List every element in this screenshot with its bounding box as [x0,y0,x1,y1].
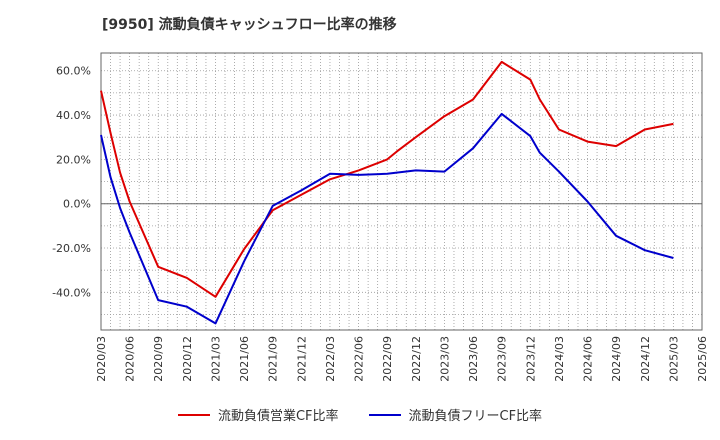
x-tick-label: 2023/03 [438,336,451,382]
x-tick-label: 2021/09 [267,336,280,382]
x-tick-label: 2020/06 [124,336,137,382]
legend-swatch-free-cf [368,413,401,416]
y-tick-label: -20.0% [52,242,91,255]
x-tick-label: 2021/03 [209,336,222,382]
x-tick-label: 2024/06 [582,336,595,382]
plot-frame [100,52,703,331]
y-tick-label: -40.0% [52,286,91,299]
x-tick-label: 2020/12 [181,336,194,382]
x-tick-label: 2023/12 [524,336,537,382]
legend-item-free-cf: 流動負債フリーCF比率 [368,405,543,424]
x-tick-label: 2022/12 [410,336,423,382]
legend-item-operating-cf: 流動負債営業CF比率 [177,405,339,424]
x-tick-label: 2022/03 [324,336,337,382]
x-tick-label: 2023/09 [496,336,509,382]
y-tick-label: 40.0% [56,109,91,122]
x-tick-label: 2024/09 [610,336,623,382]
x-tick-label: 2020/03 [95,336,108,382]
x-tick-label: 2024/12 [639,336,652,382]
x-tick-label: 2022/09 [381,336,394,382]
x-tick-label: 2021/06 [238,336,251,382]
chart-title: [9950] 流動負債キャッシュフロー比率の推移 [102,17,397,33]
plot-area [101,53,702,330]
series-line [100,112,674,325]
x-tick-label: 2024/03 [553,336,566,382]
series-line [100,60,674,298]
legend-label-free-cf: 流動負債フリーCF比率 [408,409,543,424]
legend-swatch-operating-cf [177,413,210,416]
x-tick-label: 2025/06 [696,336,709,382]
y-tick-label: 0.0% [63,198,91,211]
x-tick-label: 2020/09 [152,336,165,382]
y-tick-label: 20.0% [56,153,91,166]
legend: 流動負債営業CF比率 流動負債フリーCF比率 [0,405,720,424]
y-tick-label: 60.0% [56,65,91,78]
x-tick-label: 2021/12 [295,336,308,382]
legend-label-operating-cf: 流動負債営業CF比率 [217,409,339,424]
x-tick-label: 2023/06 [467,336,480,382]
x-tick-label: 2025/03 [667,336,680,382]
x-tick-label: 2022/06 [353,336,366,382]
